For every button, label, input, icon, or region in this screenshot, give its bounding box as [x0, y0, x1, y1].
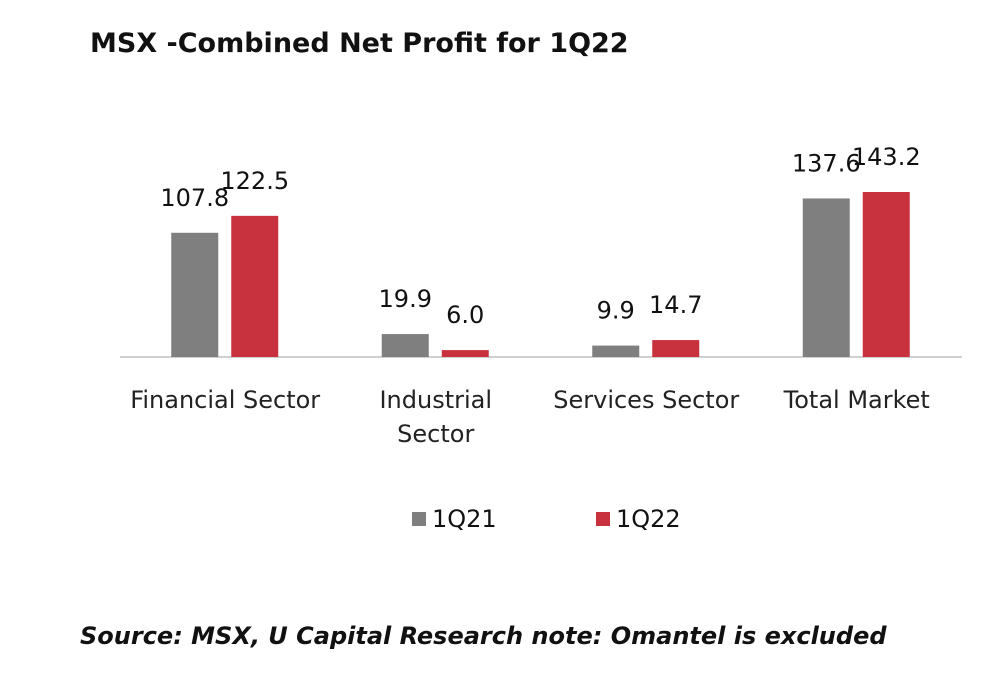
data-label: 107.8	[160, 184, 229, 212]
legend-label: 1Q21	[432, 505, 497, 533]
bar	[802, 198, 850, 357]
legend-swatch	[412, 512, 426, 526]
data-label: 143.2	[852, 143, 921, 171]
x-tick-label: Financial Sector	[130, 386, 321, 414]
x-tick-label: Industrial Sector	[379, 386, 493, 448]
chart-title: MSX -Combined Net Profit for 1Q22	[90, 28, 629, 59]
data-label: 19.9	[379, 285, 432, 313]
bar	[231, 215, 279, 357]
bar	[381, 334, 429, 357]
x-tick-label: Total Market	[783, 386, 930, 414]
data-label: 137.6	[792, 149, 861, 177]
data-label: 6.0	[446, 301, 484, 329]
data-label: 9.9	[597, 297, 635, 325]
x-tick-label: Services Sector	[553, 386, 740, 414]
bar	[171, 232, 219, 357]
bar	[441, 350, 489, 357]
data-label: 14.7	[649, 291, 702, 319]
bar	[862, 192, 910, 357]
source-note: Source: MSX, U Capital Research note: Om…	[80, 622, 887, 650]
bar	[652, 340, 700, 357]
legend-swatch	[596, 512, 610, 526]
data-label: 122.5	[220, 167, 289, 195]
legend-label: 1Q22	[616, 505, 681, 533]
bar	[592, 345, 640, 357]
